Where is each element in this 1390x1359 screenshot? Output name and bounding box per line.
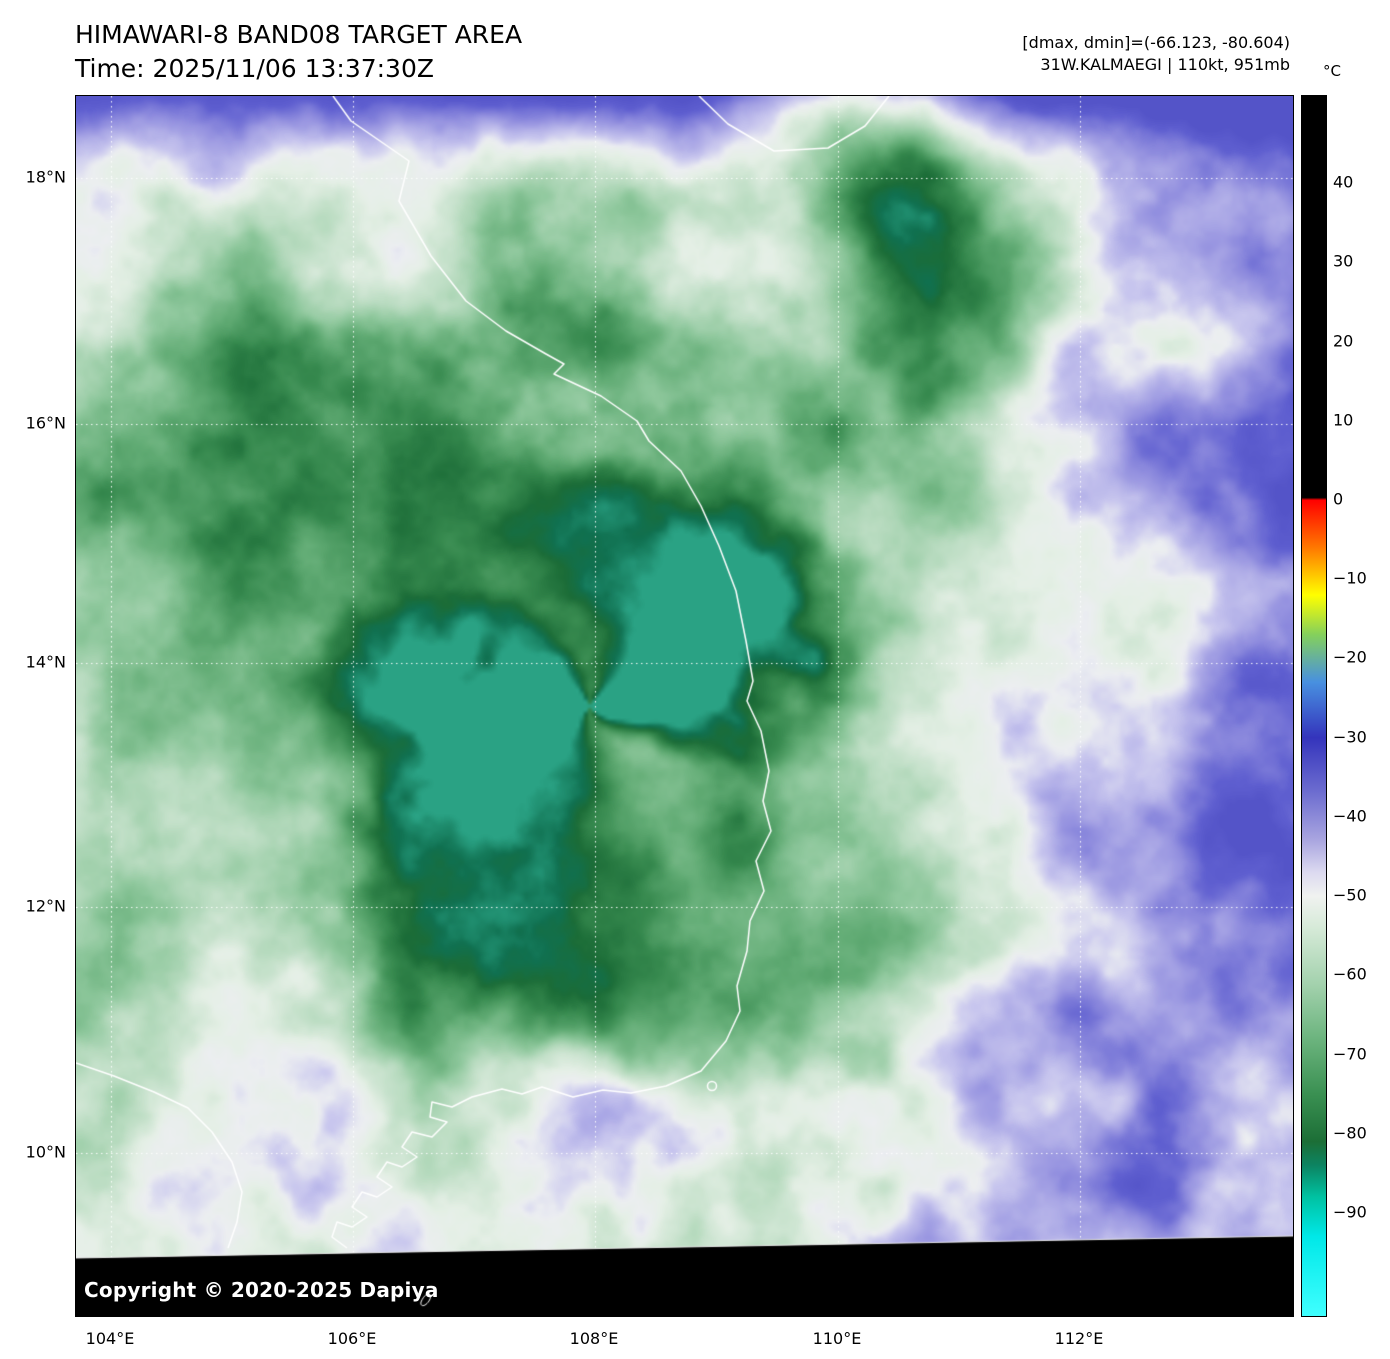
colorbar-tick-label: −50 [1333, 885, 1367, 905]
figure-meta: [dmax, dmin]=(-66.123, -80.604) 31W.KALM… [1022, 32, 1290, 76]
colorbar-tick-label: 10 [1333, 410, 1354, 430]
colorbar-tick-label: −40 [1333, 806, 1367, 826]
dmax-dmin-label: [dmax, dmin]=(-66.123, -80.604) [1022, 33, 1290, 52]
colorbar [1301, 95, 1327, 1317]
colorbar-tick-label: −20 [1333, 647, 1367, 667]
colorbar-tick-label: −80 [1333, 1123, 1367, 1143]
colorbar-tick-label: −70 [1333, 1044, 1367, 1064]
colorbar-tick-label: −30 [1333, 727, 1367, 747]
figure-title: HIMAWARI-8 BAND08 TARGET AREA [75, 20, 523, 49]
colorbar-tick-label: 20 [1333, 331, 1354, 351]
colorbar-tick-label: 30 [1333, 251, 1354, 271]
lat-tick-label: 16°N [25, 413, 66, 433]
lat-tick-label: 14°N [25, 652, 66, 672]
lon-tick-label: 106°E [327, 1329, 377, 1348]
colorbar-tick-label: 0 [1333, 489, 1344, 509]
colorbar-tick-label: 40 [1333, 172, 1354, 192]
satellite-map: Copyright © 2020-2025 Dapiya [75, 95, 1294, 1317]
colorbar-tick-label: −60 [1333, 964, 1367, 984]
colorbar-unit-label: °C [1323, 62, 1341, 80]
storm-info-label: 31W.KALMAEGI | 110kt, 951mb [1040, 55, 1290, 74]
lon-tick-label: 104°E [85, 1329, 135, 1348]
colorbar-tick-label: −90 [1333, 1202, 1367, 1222]
lon-tick-label: 110°E [812, 1329, 862, 1348]
lon-tick-label: 112°E [1054, 1329, 1104, 1348]
figure-time-label: Time: 2025/11/06 13:37:30Z [75, 54, 434, 83]
lat-tick-label: 10°N [25, 1142, 66, 1162]
lat-tick-label: 18°N [25, 167, 66, 187]
copyright-label: Copyright © 2020-2025 Dapiya [84, 1278, 439, 1302]
lat-tick-label: 12°N [25, 896, 66, 916]
colorbar-tick-label: −10 [1333, 568, 1367, 588]
lon-tick-label: 108°E [569, 1329, 619, 1348]
satellite-image-canvas [76, 96, 1293, 1316]
